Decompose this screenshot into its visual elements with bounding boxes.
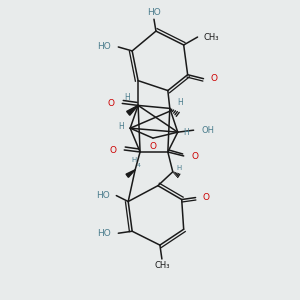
Text: CH₃: CH₃ [203, 33, 219, 42]
Text: H: H [177, 165, 182, 171]
Polygon shape [127, 105, 138, 115]
Text: HO: HO [147, 8, 161, 17]
Text: H: H [178, 98, 184, 107]
Text: HO: HO [98, 229, 111, 238]
Text: H: H [184, 128, 189, 137]
Text: H: H [118, 122, 124, 131]
Text: HO: HO [98, 43, 111, 52]
Text: O: O [109, 146, 116, 154]
Text: O: O [149, 142, 157, 151]
Text: HO: HO [96, 191, 110, 200]
Text: 4: 4 [137, 164, 141, 168]
Text: H: H [131, 157, 136, 163]
Text: O: O [210, 74, 218, 83]
Text: O: O [107, 99, 114, 108]
Polygon shape [126, 170, 135, 177]
Text: CH₃: CH₃ [154, 261, 170, 270]
Text: H: H [124, 93, 130, 102]
Text: O: O [202, 193, 209, 202]
Text: OH: OH [202, 126, 214, 135]
Text: O: O [192, 152, 199, 161]
